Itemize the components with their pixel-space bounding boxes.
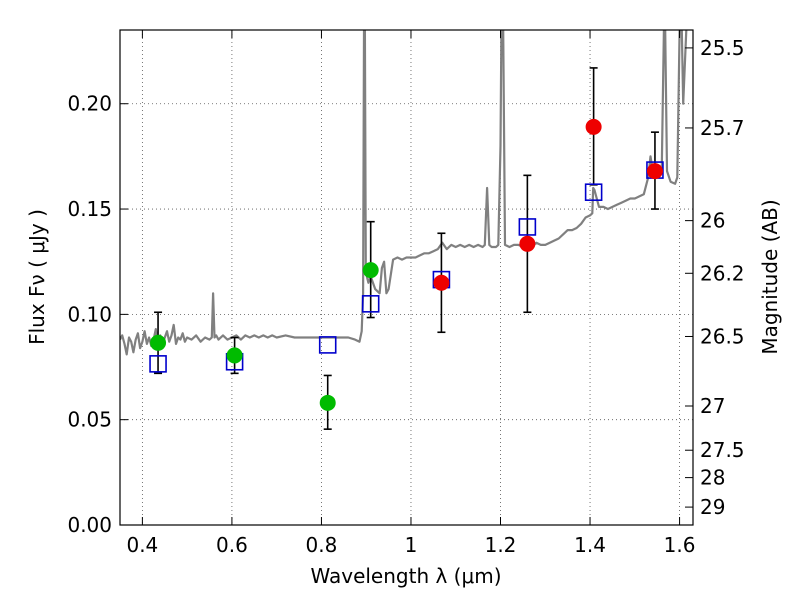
green-point xyxy=(319,394,336,411)
mag-tick-label: 26.2 xyxy=(700,261,745,285)
spectrum-line xyxy=(120,30,688,356)
mag-tick-label: 26 xyxy=(700,209,725,233)
y-tick-label: 0.10 xyxy=(67,302,112,326)
y2-axis-label: Magnitude (AB) xyxy=(758,199,782,354)
model-square xyxy=(318,336,337,354)
y-tick-label: 0.05 xyxy=(67,408,112,432)
plot-area xyxy=(120,30,688,430)
red-point xyxy=(646,163,663,180)
red-point xyxy=(519,235,536,252)
x-tick-label: 1.6 xyxy=(664,533,696,557)
plot-frame xyxy=(119,29,694,526)
tick-labels: 0.4 0.6 0.8 1 1.2 1.4 1.6 0.00 0.05 0.10 0.15 0.20 2… xyxy=(67,36,744,557)
errorbars xyxy=(154,67,659,430)
model-square xyxy=(149,355,167,373)
mag-tick-label: 26.5 xyxy=(700,324,745,348)
mag-tick-label: 25.7 xyxy=(700,116,745,140)
x-tick-label: 1.4 xyxy=(574,533,606,557)
mag-tick-label: 28 xyxy=(700,466,725,490)
mag-tick-label: 27 xyxy=(700,394,725,418)
y-tick-label: 0.00 xyxy=(67,513,112,537)
x-tick-label: 0.4 xyxy=(126,533,158,557)
x-tick-label: 1 xyxy=(405,533,418,557)
y-axis-label: Flux Fν ( μJy ) xyxy=(25,209,49,345)
green-point xyxy=(362,262,379,279)
x-tick-label: 0.8 xyxy=(306,533,338,557)
x-tick-label: 0.6 xyxy=(216,533,248,557)
grid xyxy=(120,30,693,525)
ticks xyxy=(120,30,693,526)
spectrum-series xyxy=(120,30,688,356)
model-square xyxy=(584,183,603,201)
model-square xyxy=(518,218,537,236)
green-point xyxy=(150,334,167,351)
mag-tick-label: 25.5 xyxy=(700,36,745,60)
x-tick-label: 1.2 xyxy=(485,533,517,557)
red-point xyxy=(585,118,602,135)
mag-tick-label: 29 xyxy=(700,495,725,519)
green-point xyxy=(226,347,243,364)
mag-tick-label: 27.5 xyxy=(700,438,745,462)
model-square xyxy=(361,295,380,313)
red-point xyxy=(433,274,450,291)
y-tick-label: 0.15 xyxy=(67,197,112,221)
x-axis-label: Wavelength λ (μm) xyxy=(310,564,501,588)
observed-points xyxy=(150,118,663,411)
y-tick-label: 0.20 xyxy=(67,92,112,116)
